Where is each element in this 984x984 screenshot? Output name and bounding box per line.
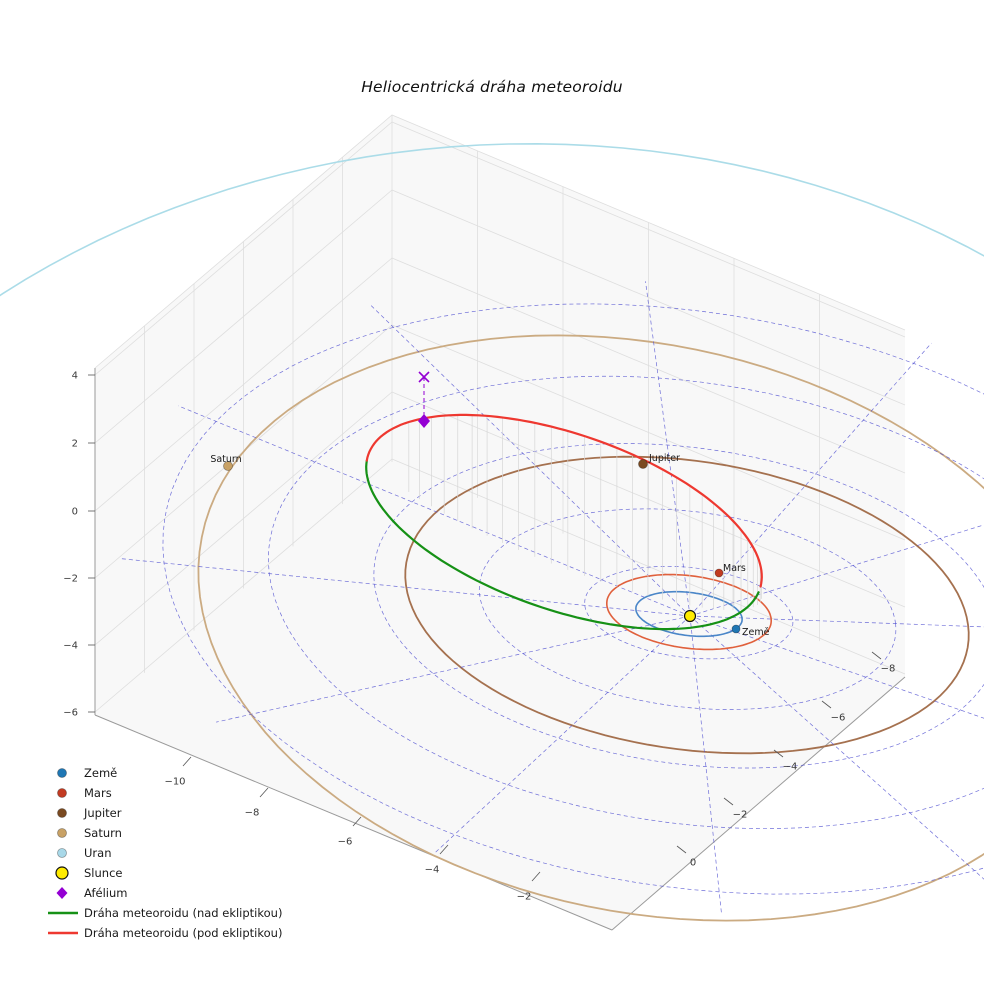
legend-label: Dráha meteoroidu (pod ekliptikou) [84, 926, 282, 940]
orbit-uran [0, 142, 984, 297]
grid-spoke [689, 615, 984, 880]
y-tick-label: −2 [733, 810, 748, 821]
sun-marker [683, 609, 697, 623]
orbit-jupiter [404, 455, 970, 755]
x-tick-label: −4 [425, 865, 440, 876]
z-tick-label: 2 [72, 439, 78, 450]
planet-label-jupiter: Jupiter [648, 453, 680, 464]
meteoroid-above-ecliptic [365, 459, 760, 631]
grid-spoke [689, 524, 984, 617]
grid-spoke [369, 303, 691, 617]
legend-label: Afélium [84, 886, 127, 900]
legend-marker-dot [57, 768, 67, 778]
y-tick-label: −8 [881, 664, 896, 675]
planet-label-zeme: Země [742, 627, 770, 638]
legend-marker-sun [55, 866, 69, 880]
legend-label: Mars [84, 786, 112, 800]
legend-marker-dot [57, 828, 67, 838]
chart-title: Heliocentrická dráha meteoroidu [361, 78, 623, 96]
axes-panes [95, 115, 905, 930]
grid-spoke [689, 615, 722, 915]
legend-marker-dot [57, 808, 67, 818]
x-tick-label: −6 [338, 837, 353, 848]
planet-label-mars: Mars [723, 563, 746, 574]
orbit-mars [606, 573, 772, 651]
y-tick-label: 0 [690, 858, 696, 869]
legend-label: Slunce [84, 866, 122, 880]
planet-dot-mars [714, 568, 724, 578]
aphelion-x-marker [418, 371, 430, 383]
orbit-zeme [635, 590, 743, 638]
grid-spoke [178, 405, 691, 617]
z-tick-label: −2 [63, 574, 78, 585]
z-tick-label: 0 [72, 507, 78, 518]
aphelion-diamond-marker [418, 414, 430, 428]
axis-ticks: 4 2 0 −2 −4 −6 −10 −8 −6 −4 −2 −8 −6 −4 −2 0 [63, 371, 895, 903]
grid-spoke [689, 342, 932, 617]
z-tick-label: 4 [72, 371, 78, 382]
z-tick-label: −6 [63, 708, 78, 719]
grid-spoke [435, 615, 691, 853]
planet-dot-jupiter [638, 459, 648, 469]
meteoroid-trajectory [365, 413, 763, 631]
legend-label: Saturn [84, 826, 122, 840]
legend: Země Mars Jupiter Saturn Uran Slunce Afélium Dr… [48, 766, 282, 940]
planet-dot-saturn [223, 461, 233, 471]
planet-markers: Země Mars Jupiter Saturn [210, 453, 769, 638]
inner-orbits [606, 573, 772, 651]
orbit-saturn [197, 334, 984, 922]
legend-label: Uran [84, 846, 111, 860]
y-tick-label: −6 [831, 713, 846, 724]
ecliptic-polar-grid [121, 281, 984, 915]
planet-dot-zeme [731, 624, 741, 634]
grid-spoke [216, 615, 691, 723]
legend-marker-dot [57, 848, 67, 858]
aphelion-group [418, 371, 430, 428]
legend-marker-dot [57, 788, 67, 798]
grid-spoke [645, 281, 691, 617]
floor-pane [95, 462, 905, 930]
x-tick-label: −8 [245, 808, 260, 819]
x-tick-label: −2 [517, 892, 532, 903]
z-tick-label: −4 [63, 641, 78, 652]
grid-spoke [689, 615, 984, 628]
x-tick-label: −10 [164, 777, 185, 788]
y-tick-label: −4 [783, 762, 798, 773]
legend-label: Dráha meteoroidu (nad ekliptikou) [84, 906, 282, 920]
meteoroid-below-ecliptic [365, 413, 763, 588]
planet-label-saturn: Saturn [210, 454, 241, 465]
axes-spines [94, 368, 906, 931]
legend-label: Země [84, 766, 117, 780]
legend-label: Jupiter [83, 806, 122, 820]
legend-marker-diamond [56, 887, 68, 899]
outer-orbits [0, 142, 984, 922]
